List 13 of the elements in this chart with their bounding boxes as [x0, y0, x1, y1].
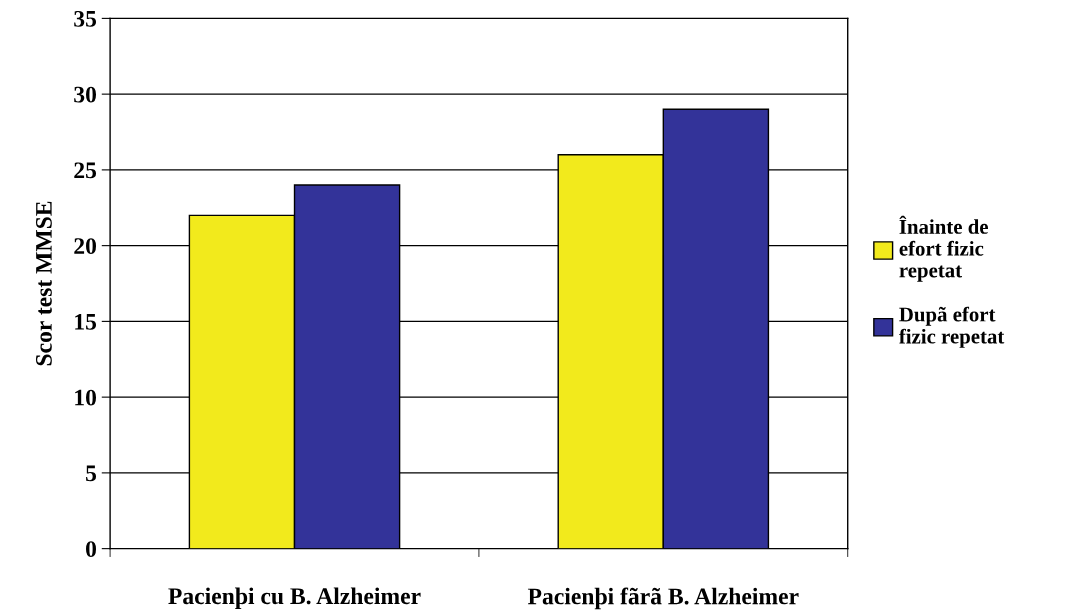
y-tick-label: 35 [74, 10, 97, 27]
y-tick-label: 15 [75, 313, 97, 330]
y-tick-label: 5 [86, 465, 97, 482]
y-tick-label: 0 [86, 541, 97, 558]
y-tick-label: 20 [74, 238, 97, 255]
x-tick-label: Pacienþi fãrã B. Alzheimer [527, 587, 799, 610]
y-axis-title: Scor test MMSE [35, 201, 52, 366]
x-tick-label: Pacienþi cu B. Alzheimer [168, 587, 421, 609]
legend-label: Înainte de efort fizic repetat [899, 215, 989, 282]
y-tick-label: 10 [75, 389, 97, 406]
legend-label: Dupã efort fizic repetat [899, 306, 1005, 348]
y-tick-label: 30 [74, 86, 97, 103]
y-tick-label: 25 [74, 162, 97, 179]
